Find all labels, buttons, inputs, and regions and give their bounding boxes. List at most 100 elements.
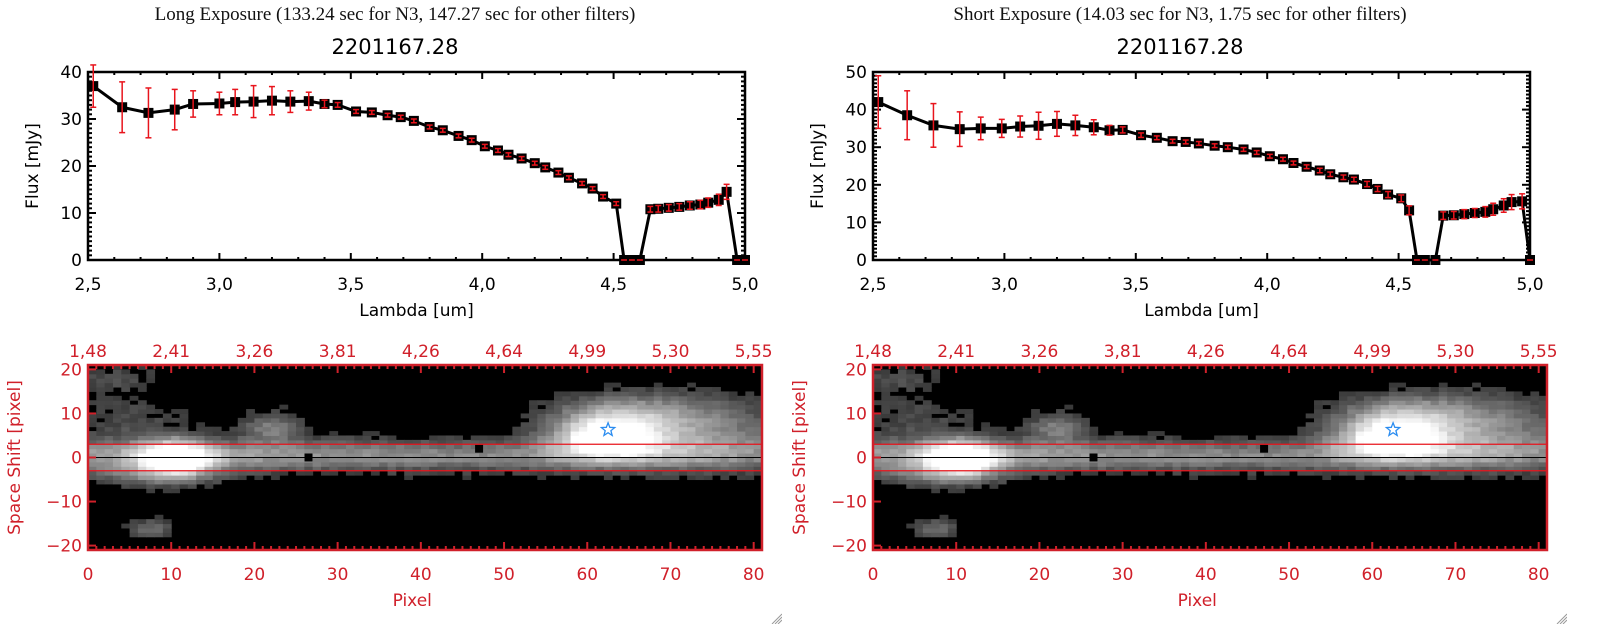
image-pixel (1505, 444, 1515, 450)
image-pixel (1538, 439, 1548, 445)
image-pixel (703, 457, 713, 463)
image-pixel (137, 475, 147, 481)
image-pixel (1014, 426, 1024, 432)
image-pixel (1130, 444, 1140, 450)
image-pixel (1222, 461, 1232, 467)
image-pixel (947, 431, 957, 436)
image-pixel (612, 448, 622, 454)
image-pixel (537, 475, 547, 481)
image-pixel (512, 457, 522, 463)
image-pixel (889, 475, 899, 481)
image-pixel (972, 466, 982, 472)
image-pixel (578, 413, 588, 419)
image-pixel (587, 413, 597, 419)
image-pixel (1338, 448, 1348, 454)
image-pixel (1314, 413, 1323, 419)
image-pixel (537, 470, 547, 476)
image-pixel (204, 466, 214, 472)
image-pixel (687, 461, 696, 467)
image-pixel (104, 378, 114, 384)
image-pixel (162, 413, 172, 419)
image-pixel (1122, 439, 1132, 445)
image-pixel (1014, 444, 1024, 450)
image-pixel (720, 457, 730, 463)
image-pixel (997, 444, 1007, 450)
image-pixel (1472, 409, 1481, 414)
image-pixel (570, 422, 580, 428)
image-pixel (562, 439, 572, 445)
image-pixel (881, 466, 891, 472)
image-pixel (1480, 413, 1490, 419)
image-pixel (1039, 470, 1049, 476)
image-pixel (487, 457, 497, 463)
image-pixel (1538, 422, 1548, 428)
image-pixel (545, 413, 555, 419)
image-pixel (271, 444, 280, 450)
image-pixel (1064, 404, 1074, 410)
image-pixel (221, 448, 230, 454)
image-pixel (271, 461, 280, 467)
image-pixel (603, 475, 613, 481)
image-pixel (287, 417, 297, 423)
image-pixel (1413, 453, 1423, 458)
image-pixel (129, 519, 139, 525)
image-pixel (237, 461, 247, 467)
image-pixel (504, 466, 513, 472)
image-pixel (1197, 461, 1207, 467)
resize-grip-icon[interactable] (1555, 612, 1567, 624)
image-pixel (1239, 439, 1248, 445)
image-pixel (728, 400, 738, 406)
image-pixel (1322, 413, 1332, 419)
image-pixel (445, 448, 455, 454)
image-pixel (931, 426, 941, 432)
image-pixel (1455, 431, 1465, 436)
image-pixel (121, 373, 131, 379)
image-pixel (1272, 461, 1282, 467)
image-pixel (1056, 435, 1065, 441)
image-pixel (1447, 470, 1456, 476)
image-pixel (670, 453, 680, 458)
image-pixel (88, 439, 97, 445)
image-pixel (412, 461, 422, 467)
image-pixel (1330, 426, 1340, 432)
image-pixel (670, 413, 680, 419)
image-pixel (1014, 457, 1024, 463)
image-pixel (603, 470, 613, 476)
image-pixel (187, 470, 197, 476)
image-pixel (1289, 466, 1298, 472)
image-pixel (687, 391, 696, 397)
image-pixel (720, 404, 730, 410)
image-pixel (570, 453, 580, 458)
y-tick-label: 20 (60, 157, 82, 177)
image-pixel (914, 527, 924, 533)
image-pixel (873, 400, 882, 406)
image-pixel (1422, 439, 1432, 445)
image-pixel (1530, 422, 1540, 428)
image-pixel (553, 439, 563, 445)
image-pixel (1447, 444, 1456, 450)
image-pixel (653, 435, 663, 441)
resize-grip-icon[interactable] (770, 612, 782, 624)
image-pixel (1463, 426, 1473, 432)
image-pixel (537, 422, 547, 428)
image-pixel (1297, 453, 1307, 458)
image-pixel (1305, 431, 1315, 436)
image-pixel (1355, 470, 1365, 476)
image-pixel (1205, 453, 1215, 458)
image-pixel (964, 422, 974, 428)
image-pixel (1322, 400, 1332, 406)
image-pixel (1372, 453, 1382, 458)
image-pixel (88, 431, 97, 436)
image-pixel (1505, 439, 1515, 445)
image-pixel (1405, 417, 1415, 423)
image-pixel (1338, 404, 1348, 410)
object-title: 2201167.28 (331, 35, 459, 59)
image-pixel (296, 435, 305, 441)
image-pixel (246, 448, 255, 454)
image-pixel (553, 422, 563, 428)
image-pixel (662, 448, 671, 454)
image-pixel (104, 470, 114, 476)
image-pixel (1438, 448, 1448, 454)
image-pixel (1372, 431, 1382, 436)
image-pixel (1405, 413, 1415, 419)
